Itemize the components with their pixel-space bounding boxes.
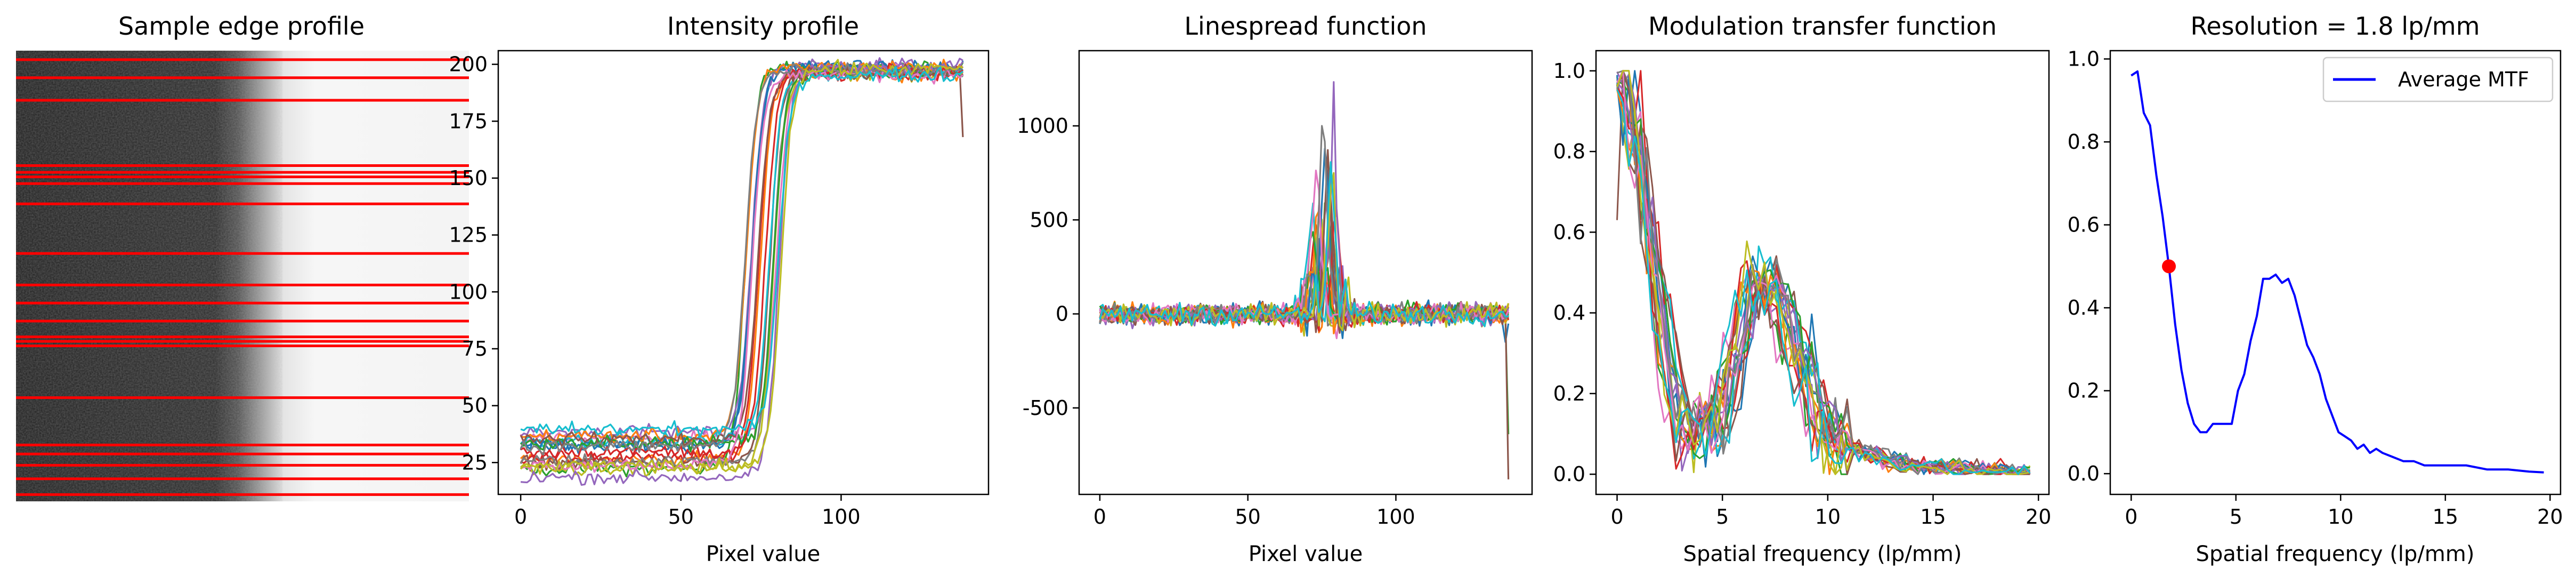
x-tick-label: 20 [2537,505,2563,529]
legend-label: Average MTF [2398,68,2529,91]
x-tick-label: 5 [1716,505,1729,529]
y-tick-label: 0.0 [1553,462,1585,486]
y-axis: -500 0 500 1000 [1017,114,1079,420]
average-mtf-line [2131,70,2544,474]
panel-linespread-function: Linespread function 0 50 100 -50005001000 … [1017,12,1533,566]
legend: Average MTF [2322,57,2554,102]
x-axis-label: Pixel value [706,542,821,566]
y-tick-label: 1.0 [2068,47,2100,71]
y-tick-label: -500 [1023,396,1068,420]
x-axis: 0 5 10 15 20 [1610,494,2051,529]
panel-sample-edge-profile: Sample edge profile [16,12,469,501]
y-tick-label: 1.0 [1553,59,1585,83]
plot-frame [497,50,990,495]
series-lines [2131,70,2544,474]
panel-title: Modulation transfer function [1648,12,1997,41]
linespread-series-line [1099,172,1510,332]
panel-intensity-profile: Intensity profile 0 50 100 25 50 75 100 125 150… [449,12,990,566]
series-lines [1616,70,2031,475]
y-tick-label: 150 [449,166,488,190]
series-lines [520,57,964,486]
y-tick-label: 1000 [1017,114,1068,138]
x-axis-label: Spatial frequency (lp/mm) [1683,542,1962,566]
intensity-series-line [520,59,963,451]
resolution-marker [2162,259,2176,274]
x-tick-label: 50 [668,505,694,529]
panel-modulation-transfer-function: Modulation transfer function 0 5 10 15 20 0.… [1553,12,2052,566]
linespread-series-line [1099,170,1510,326]
x-axis-label: Pixel value [1249,542,1363,566]
y-axis: 0.0 0.2 0.4 0.6 0.8 1.0 [2068,47,2110,485]
panel-resolution: Resolution = 1.8 lp/mm 0 5 10 15 20 0.00.20.… [2068,12,2563,566]
y-tick-label: 175 [449,109,488,133]
panel-title: Resolution = 1.8 lp/mm [2190,12,2480,41]
plot-frame [1595,50,2050,495]
y-tick-label: 0.6 [2068,213,2100,237]
mtf-series-line [1616,89,2031,475]
y-tick-label: 0.2 [1553,382,1585,405]
edge-lines [16,58,469,496]
y-tick-label: 0.8 [2068,130,2100,154]
y-tick-label: 200 [449,53,488,76]
x-tick-label: 0 [2125,505,2137,529]
y-tick-label: 500 [1030,208,1068,231]
x-axis: 0 50 100 [1093,494,1415,529]
series-lines [1099,81,1510,479]
x-tick-label: 10 [2328,505,2353,529]
x-tick-label: 15 [2433,505,2458,529]
intensity-series-line [520,66,963,473]
y-tick-label: 0.4 [1553,301,1585,325]
y-tick-label: 0.4 [2068,296,2100,319]
x-tick-label: 5 [2230,505,2242,529]
panel-title: Linespread function [1184,12,1427,41]
intensity-series-line [520,62,963,461]
y-axis: 0.0 0.2 0.4 0.6 0.8 1.0 [1553,59,1596,486]
panel-title: Sample edge profile [118,12,364,41]
y-tick-label: 0.0 [2068,462,2100,485]
x-tick-label: 50 [1235,505,1260,529]
y-tick-label: 100 [449,280,488,303]
panel-title: Intensity profile [667,12,859,41]
linespread-series-line [1099,196,1510,479]
y-tick-label: 0.6 [1553,220,1585,244]
x-tick-label: 100 [822,505,861,529]
y-tick-label: 125 [449,223,488,247]
edge-image-noise [16,51,282,501]
y-axis: 25 50 75 100 125 150 175 200 [449,53,498,474]
x-tick-label: 0 [1610,505,1623,529]
x-axis-label: Spatial frequency (lp/mm) [2196,542,2475,566]
x-tick-label: 0 [514,505,527,529]
linespread-series-line [1099,81,1509,327]
intensity-series-line [520,60,964,454]
y-tick-label: 75 [462,337,488,361]
y-tick-label: 25 [462,451,488,474]
intensity-series-line [520,66,963,438]
plot-frame [2109,50,2562,495]
x-tick-label: 100 [1376,505,1415,529]
intensity-series-line [520,62,964,456]
legend-box [2322,57,2554,102]
x-tick-label: 0 [1093,505,1106,529]
x-tick-label: 15 [1920,505,1946,529]
y-tick-label: 0 [1056,302,1068,326]
linespread-series-line [1099,125,1509,324]
y-tick-label: 50 [462,394,488,418]
x-axis: 0 5 10 15 20 [2125,494,2563,529]
x-axis: 0 50 100 [514,494,861,529]
linespread-series-line [1099,161,1509,327]
mtf-series-line [1616,70,2030,475]
plot-frame [1078,50,1533,495]
x-tick-label: 20 [2026,505,2051,529]
y-tick-label: 0.2 [2068,379,2100,403]
x-tick-label: 10 [1815,505,1841,529]
y-tick-label: 0.8 [1553,140,1585,163]
